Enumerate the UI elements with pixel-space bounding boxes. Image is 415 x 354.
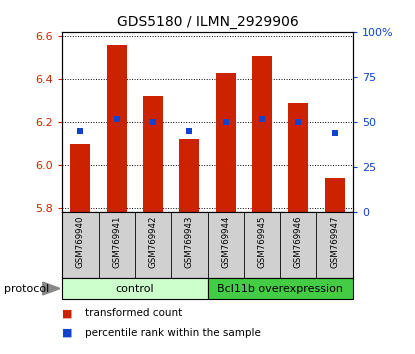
Point <box>222 119 229 125</box>
Text: GSM769947: GSM769947 <box>330 216 339 268</box>
Text: GSM769942: GSM769942 <box>149 216 158 268</box>
Bar <box>288 103 308 212</box>
Text: control: control <box>115 284 154 293</box>
Bar <box>208 278 353 299</box>
Text: GSM769946: GSM769946 <box>294 216 303 268</box>
Point <box>77 129 84 134</box>
Point <box>295 119 302 125</box>
Point <box>259 116 265 121</box>
Point <box>113 116 120 121</box>
Text: GSM769944: GSM769944 <box>221 216 230 268</box>
Text: Bcl11b overexpression: Bcl11b overexpression <box>217 284 343 293</box>
Text: GSM769943: GSM769943 <box>185 216 194 268</box>
Text: GSM769940: GSM769940 <box>76 216 85 268</box>
Bar <box>325 178 344 212</box>
Bar <box>71 144 90 212</box>
Text: percentile rank within the sample: percentile rank within the sample <box>85 328 261 338</box>
Bar <box>107 45 127 212</box>
Text: ■: ■ <box>62 308 73 318</box>
Bar <box>179 139 199 212</box>
Text: transformed count: transformed count <box>85 308 182 318</box>
Text: ■: ■ <box>62 328 73 338</box>
Polygon shape <box>43 282 60 295</box>
Text: GSM769945: GSM769945 <box>257 216 266 268</box>
Text: GSM769941: GSM769941 <box>112 216 121 268</box>
Title: GDS5180 / ILMN_2929906: GDS5180 / ILMN_2929906 <box>117 16 298 29</box>
Bar <box>252 56 272 212</box>
Text: protocol: protocol <box>4 284 49 293</box>
Point <box>150 119 156 125</box>
Point <box>331 130 338 136</box>
Bar <box>216 73 236 212</box>
Bar <box>62 278 208 299</box>
Point <box>186 129 193 134</box>
Bar <box>143 96 163 212</box>
